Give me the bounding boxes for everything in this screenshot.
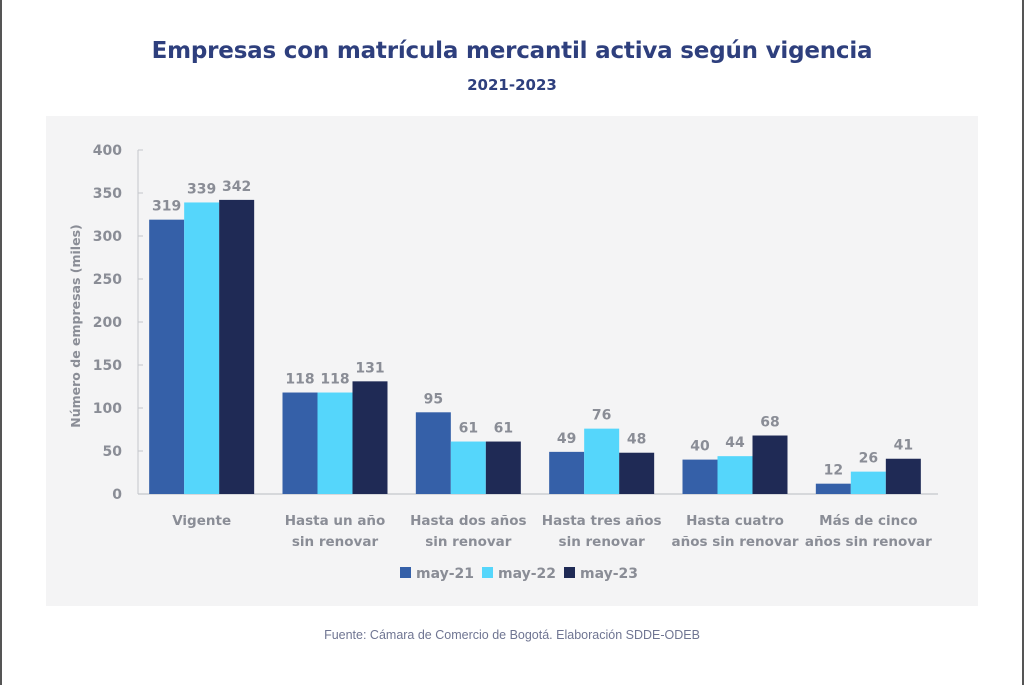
- bar-may-22: [317, 392, 353, 494]
- legend-label: may-21: [416, 566, 474, 582]
- data-label: 342: [222, 179, 251, 195]
- y-axis-label: Número de empresas (miles): [68, 224, 83, 427]
- data-label: 40: [690, 439, 710, 455]
- bar-may-22: [584, 428, 620, 494]
- legend-label: may-23: [580, 566, 638, 582]
- x-tick-label: Hasta dos años: [410, 513, 526, 529]
- data-label: 12: [824, 463, 843, 479]
- bar-may-23: [352, 381, 388, 494]
- data-label: 49: [557, 431, 576, 447]
- x-tick-label: sin renovar: [559, 534, 646, 550]
- data-label: 95: [424, 391, 443, 407]
- y-tick-label: 100: [93, 401, 122, 417]
- chart-title: Empresas con matrícula mercantil activa …: [151, 38, 873, 64]
- y-tick-label: 0: [112, 487, 122, 503]
- data-label: 131: [355, 360, 384, 376]
- x-tick-label: Hasta un año: [285, 513, 386, 529]
- y-tick-label: 400: [93, 143, 122, 159]
- bar-may-21: [282, 392, 318, 494]
- data-label: 339: [187, 181, 216, 197]
- data-label: 41: [894, 438, 913, 454]
- data-label: 61: [494, 421, 513, 437]
- bar-may-21: [815, 483, 851, 494]
- x-tick-label: años sin renovar: [672, 534, 799, 550]
- y-tick-label: 200: [93, 315, 122, 331]
- bar-may-23: [485, 441, 521, 494]
- data-label: 319: [152, 199, 181, 215]
- x-tick-label: Hasta cuatro: [686, 513, 784, 529]
- bar-may-23: [752, 435, 788, 494]
- window-border-right: [1022, 0, 1024, 685]
- x-tick-label: Hasta tres años: [542, 513, 662, 529]
- y-tick-label: 50: [103, 444, 123, 460]
- x-tick-label: Vigente: [172, 513, 231, 529]
- bar-may-22: [450, 441, 486, 494]
- data-label: 118: [285, 372, 314, 388]
- y-tick-label: 150: [93, 358, 122, 374]
- legend-label: may-22: [498, 566, 556, 582]
- data-label: 118: [320, 372, 349, 388]
- x-tick-label: Más de cinco: [819, 513, 917, 529]
- chart-subtitle: 2021-2023: [467, 76, 557, 94]
- y-tick-label: 350: [93, 186, 122, 202]
- source-note: Fuente: Cámara de Comercio de Bogotá. El…: [324, 628, 700, 642]
- data-label: 26: [859, 451, 878, 467]
- legend-swatch-may-22: [482, 567, 493, 578]
- data-label: 68: [760, 415, 779, 431]
- data-label: 76: [592, 408, 611, 424]
- legend-swatch-may-21: [400, 567, 411, 578]
- window-border-left: [0, 0, 2, 685]
- x-tick-label: sin renovar: [425, 534, 512, 550]
- x-tick-label: años sin renovar: [805, 534, 932, 550]
- bar-may-22: [717, 456, 753, 494]
- bar-may-23: [885, 458, 921, 494]
- bar-may-23: [219, 199, 255, 494]
- bar-may-22: [184, 202, 220, 494]
- data-label: 61: [459, 421, 478, 437]
- data-label: 48: [627, 432, 646, 448]
- y-tick-label: 300: [93, 229, 122, 245]
- bar-may-21: [415, 412, 451, 494]
- y-tick-label: 250: [93, 272, 122, 288]
- bar-may-21: [549, 451, 585, 494]
- x-tick-label: sin renovar: [292, 534, 379, 550]
- legend-swatch-may-23: [564, 567, 575, 578]
- data-label: 44: [725, 435, 745, 451]
- bar-may-21: [149, 219, 185, 494]
- bar-may-21: [682, 459, 718, 494]
- bar-may-23: [619, 452, 655, 494]
- bar-may-22: [850, 471, 886, 494]
